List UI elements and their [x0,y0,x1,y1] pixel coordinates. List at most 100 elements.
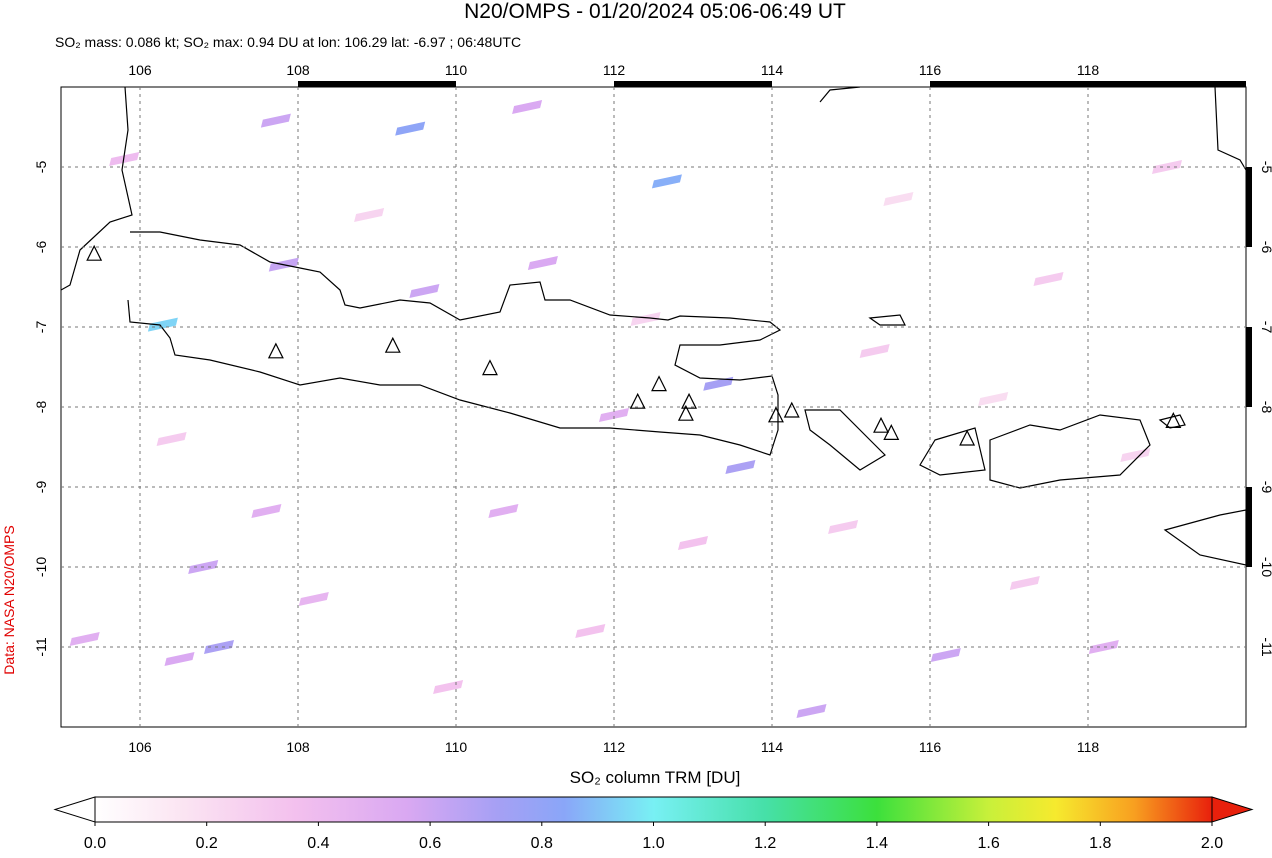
so2-pixel [488,504,519,518]
coastlines [61,87,1246,566]
x-tick-label: 116 [919,739,942,755]
y-tick-label: -6 [1259,241,1272,254]
frame-bar [930,81,1088,87]
x-tick-label: 114 [761,739,784,755]
x-tick-label: 106 [128,739,152,755]
frame-bar [1246,327,1252,407]
colorbar-tick-label: 1.4 [866,835,888,852]
y-tick-label: -6 [33,241,49,254]
y-tick-label: -5 [33,161,49,174]
volcano [959,429,976,446]
volcano [681,392,698,409]
so2-pixel [599,408,629,422]
coastline [989,414,1151,489]
so2-pixel [883,192,914,206]
colorbar-tick-label: 0.0 [84,835,106,852]
so2-pixel [354,208,385,222]
so2-pixel [147,317,178,332]
volcano [767,406,784,423]
colorbar-tick-label: 1.2 [754,835,776,852]
so2-pixel [527,256,558,270]
y-tick-label: -10 [33,557,49,577]
so2-pixel [651,174,682,189]
so2-pixel [575,624,606,638]
volcanoes [86,244,1182,446]
y-tick-label: -10 [1259,557,1272,577]
coastline [1163,509,1246,566]
colorbar-tick-label: 0.4 [307,835,329,852]
y-tick-label: -11 [33,637,49,656]
volcano [1165,412,1182,428]
volcano [86,244,103,261]
x-tick-label: 118 [1077,62,1100,78]
so2-pixel [251,504,282,518]
y-tick-label: -8 [33,401,49,414]
colorbar: 0.0 0.2 0.4 0.6 0.8 1.0 1.2 1.4 1.6 1.8 2.0 [53,796,1254,852]
x-tick-label: 110 [445,62,468,78]
volcano [677,404,694,421]
x-tick-label: 118 [1077,739,1100,755]
so2-pixel [978,392,1009,406]
so2-pixel [395,121,426,136]
colorbar-tick-label: 1.0 [642,835,664,852]
so2-pixel [298,592,329,606]
so2-pixel [678,536,708,550]
x-tick-label: 114 [761,62,784,78]
so2-pixel [260,113,291,128]
so2-pixel [409,284,440,298]
axes: 106 106 108 108 110 110 112 112 114 114 116 116 118 1… [33,62,1272,755]
so2-pixel [164,652,195,666]
y-tick-label: -11 [1259,637,1272,656]
volcano [651,375,668,392]
x-tick-label: 112 [603,739,626,755]
so2-pixel [859,344,890,358]
colorbar-tick-label: 0.8 [531,835,553,852]
volcano [883,424,900,440]
colorbar-high-end [1211,796,1254,823]
credit: Data: NASA N20/OMPS [1,525,17,674]
volcano [629,392,646,409]
so2-pixel [828,520,859,534]
y-tick-label: -9 [33,481,49,494]
y-tick-label: -5 [1259,161,1272,174]
so2-pixel [512,100,543,114]
x-tick-label: 116 [919,62,942,78]
so2-pixel [930,648,961,662]
so2-pixel [1009,576,1040,590]
coastline [919,427,986,476]
x-tick-label: 110 [445,739,468,755]
y-tick-label: -8 [1259,401,1272,414]
colorbar-tick-label: 0.2 [196,835,218,852]
so2-pixel [1088,640,1119,654]
colorbar-low-end [53,796,96,823]
volcano [384,336,401,353]
x-tick-label: 108 [286,62,310,78]
frame-bar [1246,167,1252,247]
volcano [873,416,889,433]
so2-pixel [796,704,827,718]
so2-pixel [433,680,464,694]
so2-pixel [156,432,187,446]
colorbar-tick-label: 2.0 [1201,835,1223,852]
so2-pixel [725,460,756,474]
colorbar-label: SO₂ column TRM [DU] [570,768,741,787]
y-tick-label: -7 [1259,321,1272,334]
x-tick-label: 108 [286,739,310,755]
map-area [69,100,1182,718]
so2-pixel [204,640,234,654]
so2-pixel [703,376,734,391]
colorbar-tick-label: 0.6 [419,835,441,852]
x-tick-label: 106 [128,62,152,78]
so2-pixel [630,312,661,326]
colorbar-tick-label: 1.8 [1089,835,1111,852]
coastline [61,87,133,291]
y-tick-label: -7 [33,321,49,334]
coastline [819,87,1246,429]
colorbar-bar [94,796,1213,823]
so2-pixel [69,632,100,646]
y-tick-label: -9 [1259,481,1272,494]
coastline [804,409,886,471]
frame-bar [614,81,772,87]
volcano [481,359,498,376]
